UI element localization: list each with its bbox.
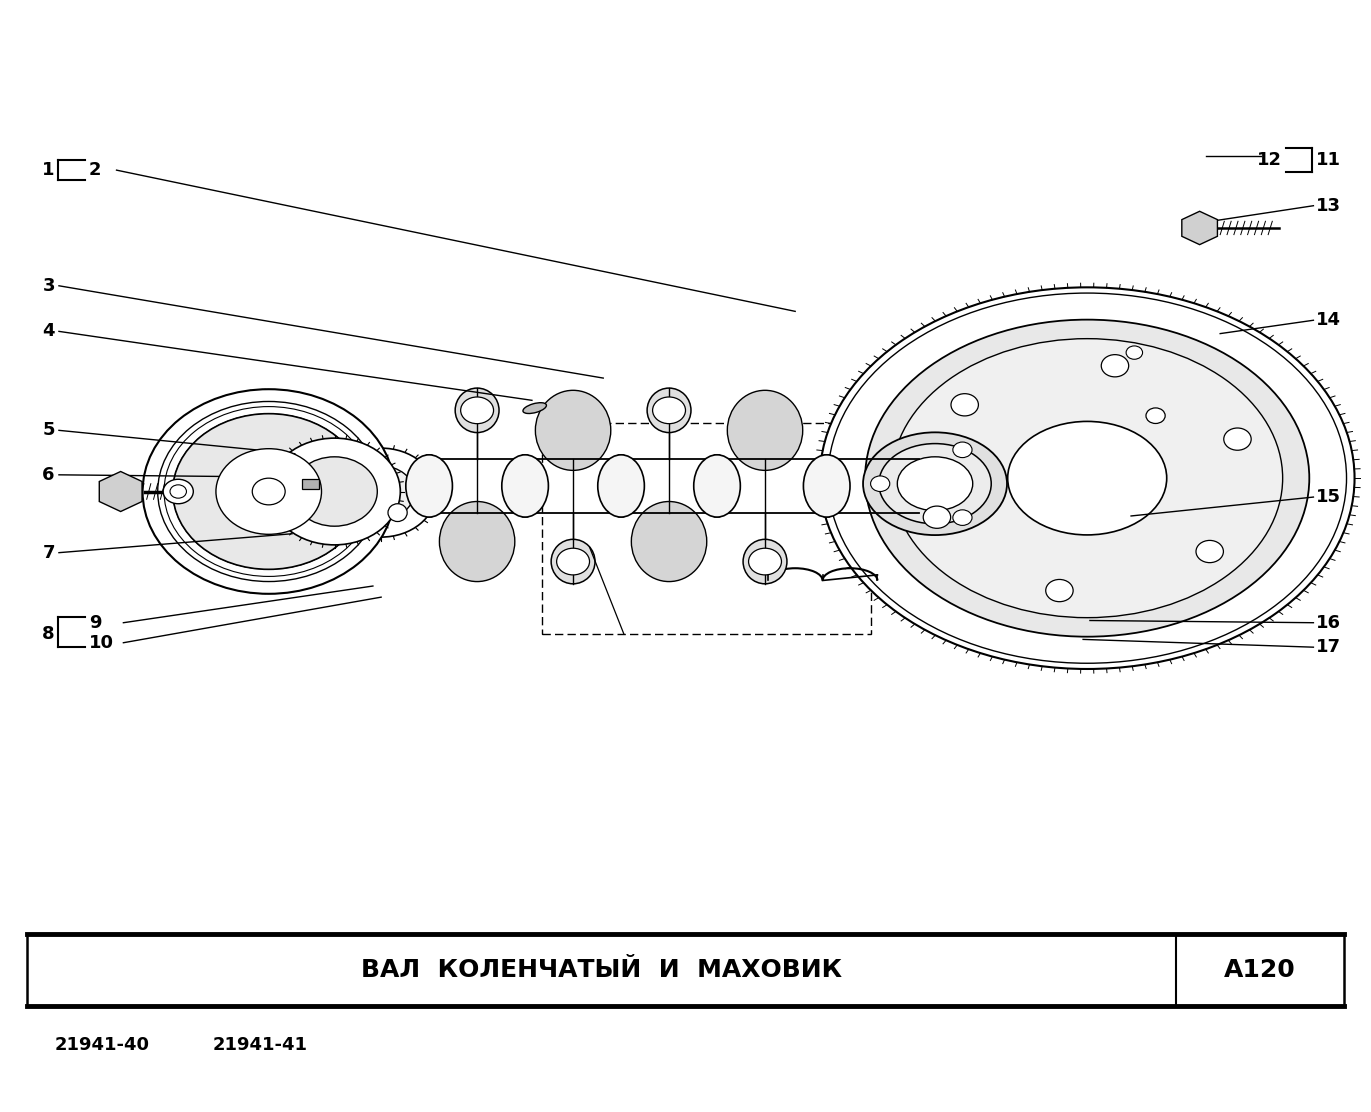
Ellipse shape — [348, 466, 414, 519]
Ellipse shape — [694, 455, 740, 517]
Polygon shape — [1182, 211, 1217, 245]
Text: 14: 14 — [1316, 311, 1341, 329]
Circle shape — [923, 506, 950, 528]
Text: 12: 12 — [1257, 151, 1282, 169]
Circle shape — [953, 443, 972, 458]
Text: 21941-40: 21941-40 — [55, 1036, 149, 1054]
Ellipse shape — [143, 389, 395, 594]
Polygon shape — [302, 479, 319, 489]
Ellipse shape — [522, 403, 547, 414]
Text: 16: 16 — [1316, 614, 1341, 632]
Circle shape — [1126, 346, 1142, 359]
Ellipse shape — [631, 502, 707, 582]
Circle shape — [749, 548, 781, 575]
Circle shape — [461, 397, 494, 424]
Text: 9: 9 — [89, 614, 101, 632]
Ellipse shape — [865, 319, 1309, 637]
Circle shape — [953, 509, 972, 525]
Circle shape — [1046, 579, 1073, 602]
Text: А120: А120 — [1224, 959, 1296, 982]
Circle shape — [1196, 540, 1223, 563]
Text: 15: 15 — [1316, 488, 1341, 506]
Text: 6: 6 — [43, 466, 55, 484]
Ellipse shape — [728, 390, 803, 470]
Text: 13: 13 — [1316, 197, 1341, 215]
Circle shape — [557, 548, 590, 575]
Text: 8: 8 — [43, 625, 55, 643]
Text: 17: 17 — [1316, 638, 1341, 656]
Text: 21941-41: 21941-41 — [213, 1036, 307, 1054]
Ellipse shape — [173, 414, 365, 569]
Ellipse shape — [898, 457, 973, 510]
Circle shape — [653, 397, 686, 424]
Ellipse shape — [535, 390, 610, 470]
Ellipse shape — [743, 539, 787, 584]
Ellipse shape — [292, 457, 377, 526]
Ellipse shape — [864, 433, 1006, 535]
Circle shape — [1224, 428, 1252, 450]
Text: 7: 7 — [43, 544, 55, 562]
Text: 11: 11 — [1316, 151, 1341, 169]
Ellipse shape — [1008, 421, 1167, 535]
Ellipse shape — [502, 455, 548, 517]
Ellipse shape — [217, 448, 321, 534]
Ellipse shape — [269, 438, 400, 545]
Polygon shape — [99, 471, 143, 512]
Ellipse shape — [598, 455, 644, 517]
Ellipse shape — [406, 455, 452, 517]
Ellipse shape — [820, 287, 1355, 669]
Ellipse shape — [879, 444, 991, 524]
Text: 2: 2 — [89, 161, 101, 179]
Ellipse shape — [551, 539, 595, 584]
Ellipse shape — [647, 388, 691, 433]
Ellipse shape — [326, 448, 436, 537]
Text: ВАЛ  КОЛЕНЧАТЫЙ  И  МАХОВИК: ВАЛ КОЛЕНЧАТЫЙ И МАХОВИК — [362, 959, 842, 982]
Text: 4: 4 — [43, 322, 55, 340]
Ellipse shape — [439, 502, 514, 582]
Circle shape — [871, 476, 890, 492]
Ellipse shape — [388, 504, 407, 522]
Circle shape — [1101, 355, 1128, 377]
Circle shape — [1146, 408, 1165, 424]
Circle shape — [951, 394, 979, 416]
Text: 10: 10 — [89, 634, 114, 652]
Ellipse shape — [455, 388, 499, 433]
Ellipse shape — [803, 455, 850, 517]
Ellipse shape — [163, 479, 193, 504]
Ellipse shape — [891, 339, 1283, 617]
Text: 3: 3 — [43, 277, 55, 295]
Text: 5: 5 — [43, 421, 55, 439]
Circle shape — [252, 478, 285, 505]
Text: 1: 1 — [43, 161, 55, 179]
